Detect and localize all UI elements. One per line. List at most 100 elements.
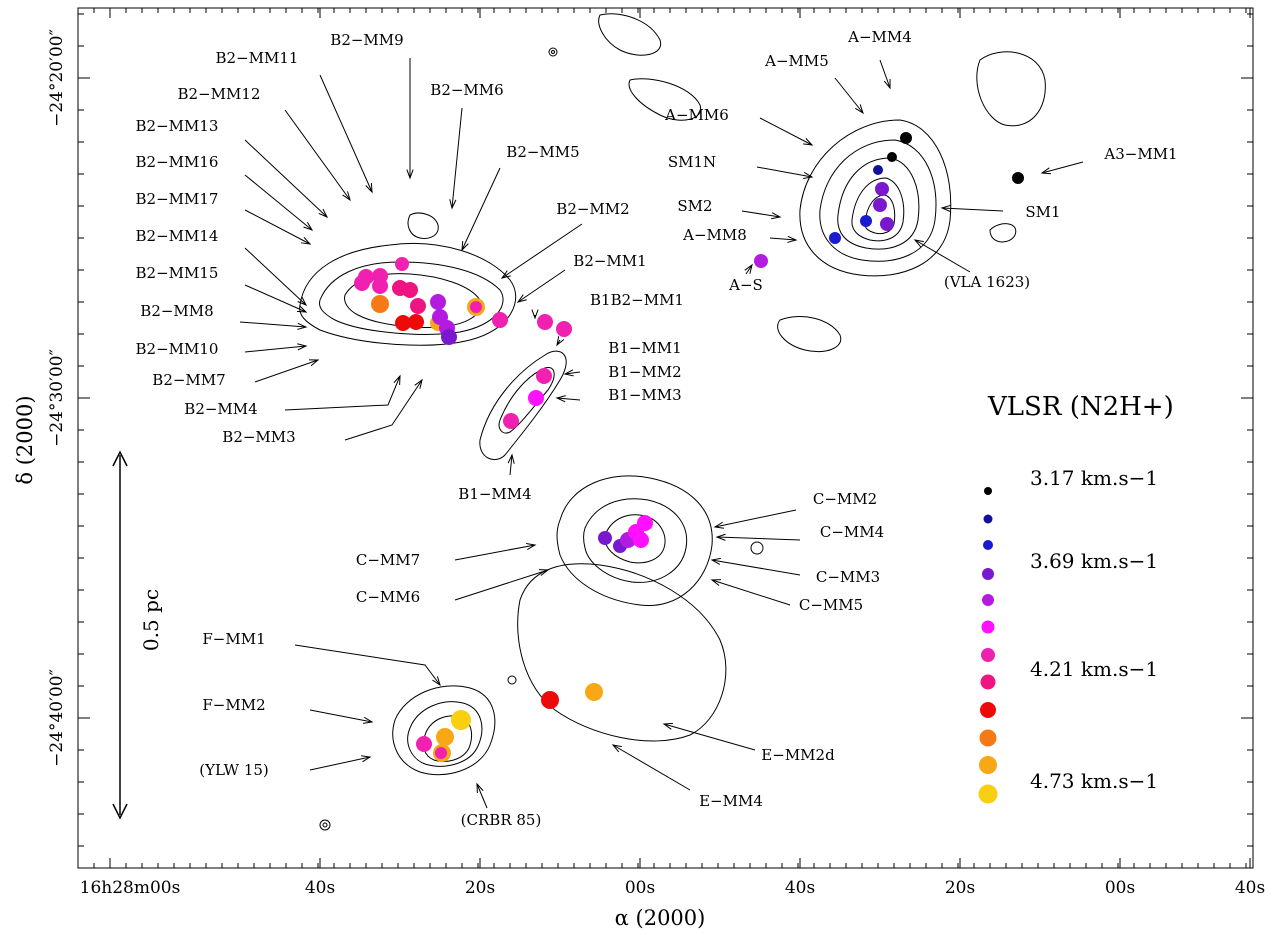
legend-label: 3.69 km.s−1 <box>1030 549 1158 573</box>
annotation-arrows <box>239 58 1084 809</box>
arrow-head <box>393 374 401 386</box>
source-point <box>556 321 572 337</box>
arrow-head <box>406 169 414 180</box>
arrow-head <box>803 172 814 180</box>
source-point <box>860 215 872 227</box>
arrow-head <box>662 722 674 730</box>
label-arrow <box>284 375 401 411</box>
source-point <box>541 691 559 709</box>
x-tick-label: 00s <box>1105 878 1135 898</box>
source-label: B1B2−MM1 <box>590 291 684 309</box>
label-arrow <box>309 709 373 723</box>
arrow-head <box>710 557 721 565</box>
source-point <box>435 747 447 759</box>
arrow-head <box>297 322 308 330</box>
source-label: F−MM1 <box>202 630 265 648</box>
label-arrow <box>451 107 463 209</box>
label-arrow <box>769 237 797 241</box>
legend-swatch <box>978 784 998 804</box>
legend: VLSR (N2H+) 3.17 km.s−1 3.69 km.s−1 4.21 k… <box>978 392 1174 804</box>
arrow-head <box>563 369 574 377</box>
label-arrow <box>244 139 328 218</box>
arrow-head <box>526 543 537 551</box>
label-arrow <box>714 509 797 528</box>
arrow-head <box>365 182 373 194</box>
source-label: C−MM7 <box>356 551 420 569</box>
source-label: B1−MM4 <box>458 485 531 503</box>
legend-swatch <box>981 620 995 634</box>
source-point <box>451 710 471 730</box>
source-point <box>873 165 883 175</box>
source-label: B2−MM8 <box>140 302 213 320</box>
source-label: B2−MM13 <box>136 117 219 135</box>
source-label: A3−MM1 <box>1103 145 1177 163</box>
label-arrow <box>244 247 307 306</box>
arrow-head <box>855 104 864 115</box>
source-label: E−MM4 <box>699 792 763 810</box>
legend-label: 4.73 km.s−1 <box>1030 769 1158 793</box>
label-arrow <box>556 397 581 401</box>
source-label: B2−MM12 <box>178 85 261 103</box>
arrow-head <box>538 569 550 576</box>
source-point <box>873 198 887 212</box>
arrow-head <box>787 235 798 243</box>
axis-ticks: 16h28m00s 40s 20s 00s 40s 20s 00s 40s −24°20′00″… <box>47 8 1265 898</box>
label-arrow <box>344 379 423 441</box>
source-labels: B2−MM9 B2−MM11 B2−MM6 B2−MM12 B2−MM13 B2−MM5 B… <box>136 28 1178 829</box>
legend-swatch <box>982 568 994 580</box>
source-label: A−MM4 <box>847 28 912 46</box>
legend-swatch <box>983 540 993 550</box>
source-point <box>829 232 841 244</box>
source-point <box>416 736 432 752</box>
source-label: (VLA 1623) <box>944 273 1030 291</box>
source-label: B2−MM1 <box>573 252 646 270</box>
arrow-head <box>531 309 539 320</box>
label-arrow <box>716 536 801 541</box>
source-point <box>900 132 912 144</box>
x-tick-label: 00s <box>625 878 655 898</box>
source-point <box>430 294 446 310</box>
y-axis-title: δ (2000) <box>13 395 37 484</box>
source-label: C−MM2 <box>813 490 877 508</box>
x-tick-label: 20s <box>945 878 975 898</box>
source-label: (YLW 15) <box>199 761 269 779</box>
scale-bar: 0.5 pc <box>112 450 163 820</box>
source-point <box>395 257 409 271</box>
arrow-head <box>303 221 314 231</box>
y-tick-label: −24°40′00″ <box>47 669 67 767</box>
label-arrow <box>759 117 813 146</box>
source-point <box>402 282 418 298</box>
source-point <box>408 314 424 330</box>
legend-title: VLSR (N2H+) <box>987 392 1174 422</box>
source-label: B2−MM9 <box>330 31 403 49</box>
source-label: C−MM3 <box>816 568 880 586</box>
source-point <box>754 254 768 268</box>
legend-swatch <box>979 729 997 747</box>
source-point <box>887 152 897 162</box>
source-point <box>395 315 411 331</box>
label-arrow <box>244 209 311 245</box>
source-point <box>637 515 653 531</box>
source-label: B2−MM16 <box>136 153 219 171</box>
source-label: B1−MM2 <box>608 363 681 381</box>
x-tick-label: 40s <box>305 878 335 898</box>
source-label: B2−MM5 <box>506 143 579 161</box>
arrow-head <box>342 191 351 202</box>
source-point <box>441 329 457 345</box>
arrow-head <box>940 204 951 212</box>
label-arrow <box>284 109 351 201</box>
arrow-head <box>476 782 484 794</box>
arrow-head <box>710 579 722 586</box>
arrow-head <box>883 78 891 90</box>
arrow-head <box>611 744 622 753</box>
arrow-head <box>461 240 469 252</box>
label-arrow <box>564 371 581 375</box>
arrow-head <box>507 453 515 464</box>
arrow-head <box>297 343 308 351</box>
source-point <box>503 413 519 429</box>
legend-swatch <box>982 594 994 606</box>
x-tick-label: 16h28m00s <box>80 878 181 898</box>
source-point <box>1012 172 1024 184</box>
source-label: A−MM8 <box>682 226 747 244</box>
